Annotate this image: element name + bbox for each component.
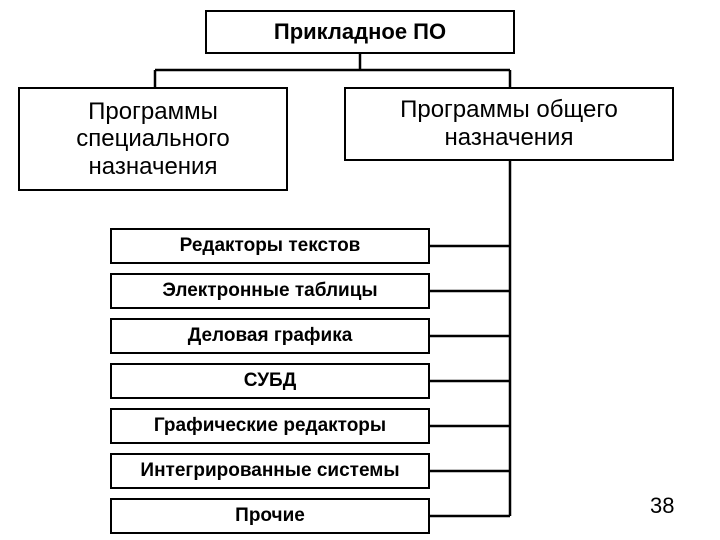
leaf-node: Графические редакторы [110, 408, 430, 444]
leaf-node: СУБД [110, 363, 430, 399]
leaf-node: Редакторы текстов [110, 228, 430, 264]
leaf-node: Электронные таблицы [110, 273, 430, 309]
leaf-node: Деловая графика [110, 318, 430, 354]
root-node: Прикладное ПО [205, 10, 515, 54]
leaf-node: Прочие [110, 498, 430, 534]
root-label: Прикладное ПО [274, 19, 446, 45]
branch-node-right: Программы общего назначения [344, 87, 674, 161]
branch-node-left: Программы специального назначения [18, 87, 288, 191]
leaf-node: Интегрированные системы [110, 453, 430, 489]
page-number: 38 [650, 493, 674, 519]
